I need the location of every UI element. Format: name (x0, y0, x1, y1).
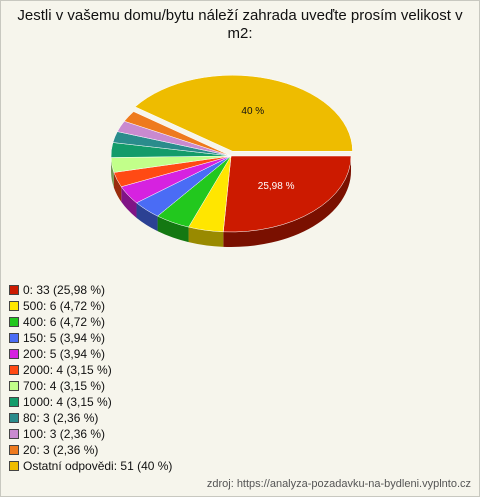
slice-side (223, 156, 351, 248)
legend-label: 700: 4 (3,15 %) (23, 379, 106, 393)
legend-item: 20: 3 (2,36 %) (9, 442, 172, 458)
chart-title: Jestli v vašemu domu/bytu náleží zahrada… (17, 7, 463, 42)
legend-item: 700: 4 (3,15 %) (9, 378, 172, 394)
legend-label: 1000: 4 (3,15 %) (23, 395, 112, 409)
legend-swatch (9, 301, 19, 311)
slice-side (121, 186, 137, 218)
pie-area: 25,98 % 40 % (110, 75, 353, 248)
legend-swatch (9, 317, 19, 327)
legend-item: 100: 3 (2,36 %) (9, 426, 172, 442)
legend-label: 500: 6 (4,72 %) (23, 299, 106, 313)
slice-side (157, 216, 189, 243)
legend-item: 150: 5 (3,94 %) (9, 330, 172, 346)
slice-side (188, 227, 224, 247)
data-label: 25,98 % (258, 181, 295, 192)
legend-swatch (9, 461, 19, 471)
slice (123, 111, 232, 157)
legend-item: Ostatní odpovědi: 51 (40 %) (9, 458, 172, 474)
legend-item: 0: 33 (25,98 %) (9, 282, 172, 298)
legend-label: 0: 33 (25,98 %) (23, 283, 106, 297)
legend-swatch (9, 333, 19, 343)
slice (223, 155, 352, 233)
legend-swatch (9, 381, 19, 391)
legend-item: 500: 6 (4,72 %) (9, 298, 172, 314)
legend-item: 200: 5 (3,94 %) (9, 346, 172, 362)
legend-label: Ostatní odpovědi: 51 (40 %) (23, 459, 173, 473)
legend-item: 1000: 4 (3,15 %) (9, 394, 172, 410)
legend: 0: 33 (25,98 %) 500: 6 (4,72 %) 400: 6 (4,… (9, 282, 172, 474)
legend-swatch (9, 397, 19, 407)
legend-label: 100: 3 (2,36 %) (23, 427, 106, 441)
data-label: 40 % (241, 106, 264, 117)
slice-side (136, 202, 158, 232)
legend-label: 150: 5 (3,94 %) (23, 331, 106, 345)
legend-item: 80: 3 (2,36 %) (9, 410, 172, 426)
legend-label: 2000: 4 (3,15 %) (23, 363, 112, 377)
legend-item: 2000: 4 (3,15 %) (9, 362, 172, 378)
legend-label: 80: 3 (2,36 %) (23, 411, 99, 425)
legend-label: 20: 3 (2,36 %) (23, 443, 99, 457)
legend-swatch (9, 285, 19, 295)
slice (134, 75, 353, 152)
legend-swatch (9, 445, 19, 455)
source: zdroj: https://analyza-pozadavku-na-bydl… (206, 478, 471, 490)
legend-label: 400: 6 (4,72 %) (23, 315, 106, 329)
legend-item: 400: 6 (4,72 %) (9, 314, 172, 330)
slice-side (113, 172, 122, 202)
legend-swatch (9, 413, 19, 423)
legend-swatch (9, 365, 19, 375)
legend-label: 200: 5 (3,94 %) (23, 347, 106, 361)
legend-swatch (9, 429, 19, 439)
legend-swatch (9, 349, 19, 359)
